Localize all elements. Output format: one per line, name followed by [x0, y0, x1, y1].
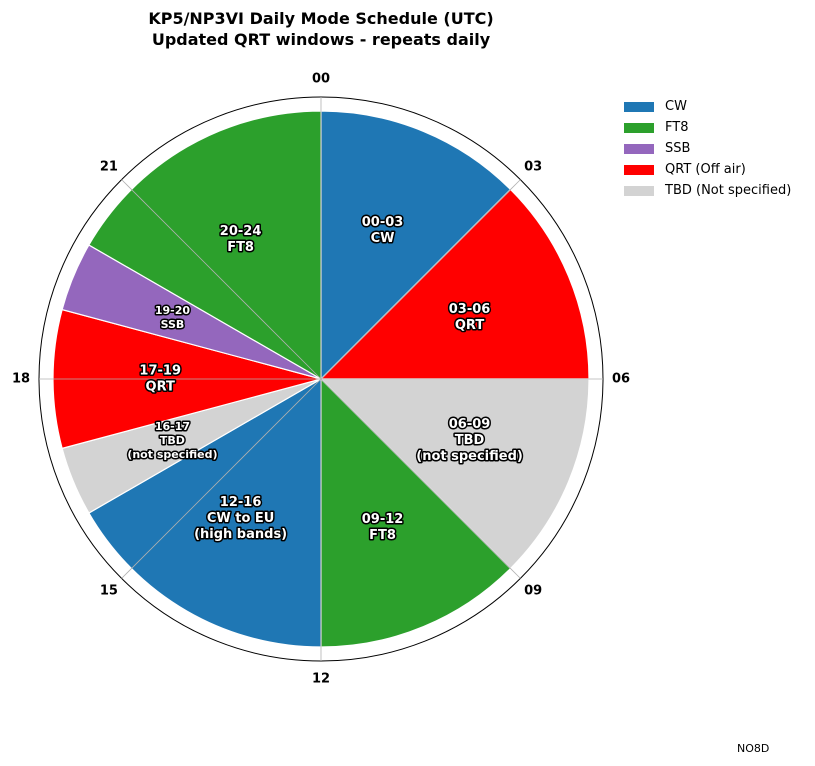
segment-label-line: (not specified) [127, 448, 217, 461]
segment-label-line: FT8 [227, 240, 254, 255]
legend-item-tbd: TBD (Not specified) [624, 180, 791, 201]
legend-swatch [624, 164, 654, 175]
hour-tick-label-21: 21 [100, 159, 118, 174]
segment-cw-0 [320, 110, 512, 381]
hour-tick-label-03: 03 [524, 159, 542, 174]
legend: CW FT8 SSB QRT (Off air) TBD (Not specified) [624, 96, 791, 201]
legend-label: SSB [665, 141, 691, 156]
legend-swatch [624, 143, 654, 154]
segment-label-line: 09-12 [362, 512, 404, 527]
credit-text: NO8D [737, 742, 770, 755]
legend-swatch [624, 185, 654, 196]
segment-label-line: 16-17 [155, 420, 190, 433]
legend-item-cw: CW [624, 96, 791, 117]
segment-label-line: FT8 [369, 528, 396, 543]
segment-label-line: 20-24 [220, 224, 262, 239]
hour-tick-label-00: 00 [312, 72, 330, 87]
chart-subtitle: Updated QRT windows - repeats daily [151, 30, 491, 49]
segment-label-2: 06-09 TBD (not specified) [416, 417, 523, 464]
segment-label-5: 16-17 TBD (not specified) [127, 420, 217, 461]
segment-label-7: 19-20 SSB [155, 304, 191, 331]
segment-label-1: 03-06 QRT [449, 302, 491, 333]
segment-cw-4 [88, 377, 322, 648]
segment-label-0: 00-03 CW [362, 215, 404, 246]
legend-label: TBD (Not specified) [665, 183, 792, 198]
segment-ft8-3 [320, 377, 512, 648]
grid-spoke-21 [121, 179, 322, 380]
segment-label-line: 19-20 [155, 304, 191, 317]
segment-label-line: 06-09 [449, 417, 491, 432]
hour-tick-label-18: 18 [12, 372, 30, 387]
hour-tick-label-12: 12 [312, 672, 330, 687]
segment-qrt-1 [319, 188, 590, 380]
hour-tick-label-15: 15 [100, 584, 118, 599]
segment-label-line: (high bands) [194, 527, 287, 542]
segment-label-line: 17-19 [139, 364, 181, 379]
segment-label-line: QRT [146, 380, 175, 395]
segment-ft8-8 [88, 110, 322, 381]
segment-label-line: SSB [161, 318, 185, 331]
chart-title: KP5/NP3VI Daily Mode Schedule (UTC) Upda… [0, 8, 642, 50]
segment-label-line: 00-03 [362, 215, 404, 230]
segment-label-line: QRT [455, 318, 484, 333]
segment-label-line: TBD [160, 434, 185, 447]
grid-spoke-09 [320, 378, 521, 579]
legend-swatch [624, 101, 654, 112]
legend-item-ft8: FT8 [624, 117, 791, 138]
segment-label-line: (not specified) [416, 449, 523, 464]
segment-label-line: TBD [455, 433, 485, 448]
hour-tick-label-09: 09 [524, 584, 542, 599]
hour-tick-label-06: 06 [612, 372, 630, 387]
segment-label-8: 20-24 FT8 [220, 224, 262, 255]
chart-title-line1: KP5/NP3VI Daily Mode Schedule (UTC) [148, 9, 494, 28]
segment-tbd-2 [319, 378, 590, 570]
segment-label-line: CW [371, 231, 395, 246]
legend-label: QRT (Off air) [665, 162, 746, 177]
grid-spoke-03 [320, 179, 521, 380]
grid-spokes [39, 97, 603, 661]
legend-item-ssb: SSB [624, 138, 791, 159]
legend-label: CW [665, 99, 687, 114]
segment-label-line: 12-16 [220, 495, 262, 510]
legend-item-qrt: QRT (Off air) [624, 159, 791, 180]
grid-spoke-15 [121, 378, 322, 579]
segment-label-6: 17-19 QRT [139, 364, 181, 395]
segment-label-line: 03-06 [449, 302, 491, 317]
segment-label-line: CW to EU [207, 511, 275, 526]
legend-swatch [624, 122, 654, 133]
segment-label-3: 09-12 FT8 [362, 512, 404, 543]
legend-label: FT8 [665, 120, 689, 135]
segment-label-4: 12-16 CW to EU (high bands) [194, 495, 287, 542]
